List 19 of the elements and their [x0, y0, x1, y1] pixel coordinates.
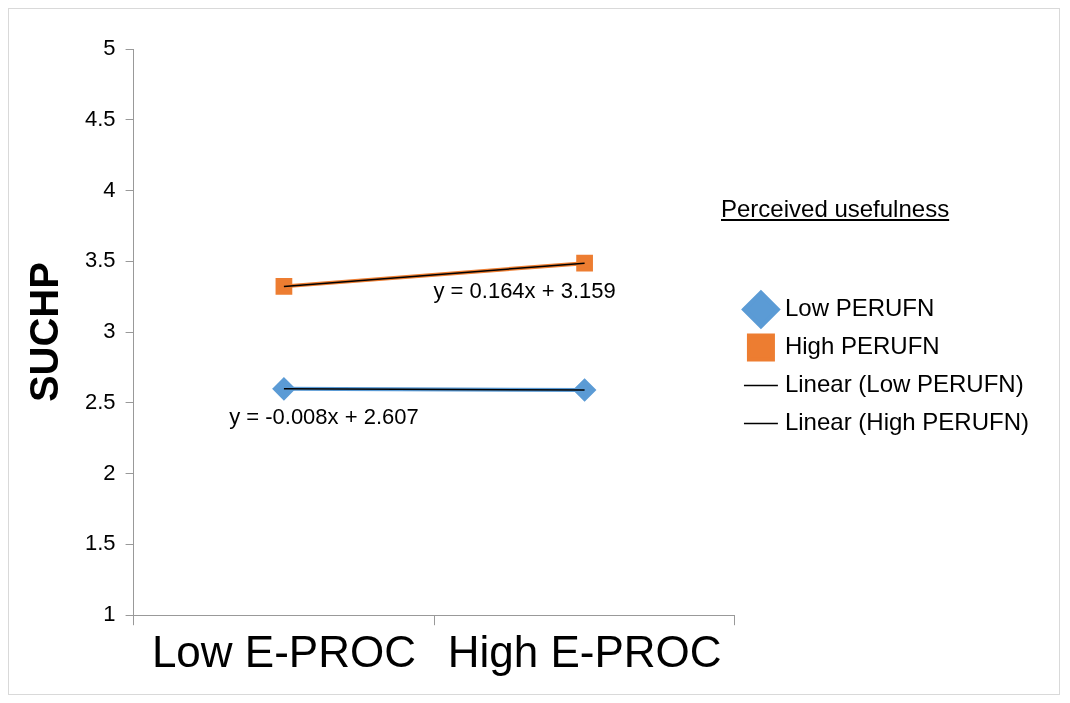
y-tick-label: 3.5 [84, 247, 116, 273]
y-tick-label: 5 [103, 35, 116, 61]
x-tick-label: High E-PROC [447, 626, 722, 676]
annotation: y = 0.164x + 3.159 [433, 278, 616, 304]
y-tick-label: 1 [103, 601, 116, 627]
y-tick-label: 3 [103, 318, 116, 344]
annotation: y = -0.008x + 2.607 [229, 403, 419, 429]
legend-label: Linear (High PERUFN) [784, 408, 1030, 436]
y-tick-label: 2.5 [84, 388, 116, 414]
x-tick-label: Low E-PROC [151, 626, 416, 676]
legend-label: Low PERUFN [784, 294, 935, 322]
y-tick-label: 4.5 [84, 105, 116, 131]
y-tick-label: 1.5 [84, 530, 116, 556]
annotation: Perceived usefulness [721, 195, 950, 223]
legend-label: Linear (Low PERUFN) [784, 370, 1024, 398]
y-axis-title: SUCHP [22, 262, 67, 403]
y-tick-label: 2 [103, 459, 116, 485]
legend-label: High PERUFN [784, 332, 940, 360]
y-tick-label: 4 [103, 176, 116, 202]
